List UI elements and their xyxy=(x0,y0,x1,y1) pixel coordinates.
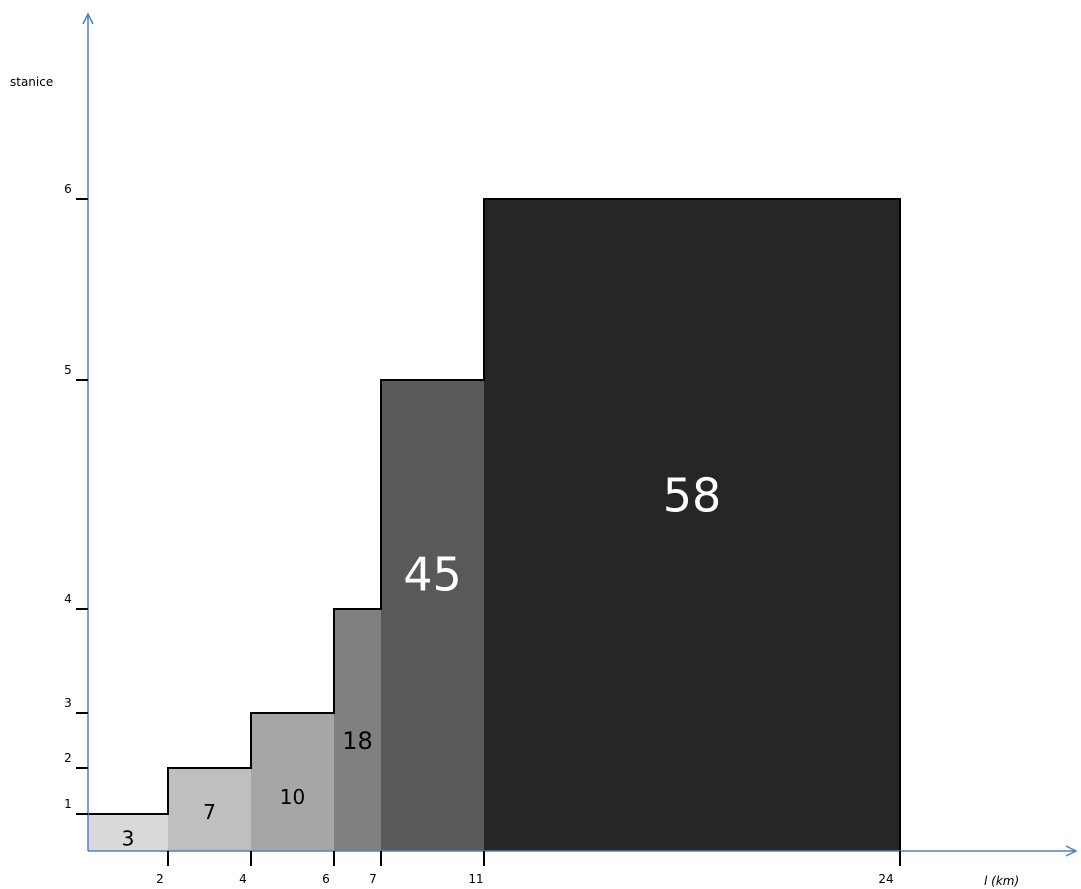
axes-layer xyxy=(82,12,1078,857)
x-axis-arrow-icon xyxy=(1065,845,1078,857)
bar-4 xyxy=(334,609,381,851)
y-tick-label-6: 6 xyxy=(64,182,72,196)
x-tick-label-6: 6 xyxy=(322,872,330,886)
bar-6 xyxy=(484,199,900,851)
x-tick-label-24: 24 xyxy=(878,872,893,886)
x-tick-label-11: 11 xyxy=(468,872,483,886)
y-tick-label-1: 1 xyxy=(64,797,72,811)
bars-layer: 3 7 10 18 45 58 xyxy=(88,199,900,851)
y-tick-label-5: 5 xyxy=(64,363,72,377)
x-axis-title: l (km) xyxy=(984,874,1019,888)
y-tick-label-2: 2 xyxy=(64,751,72,765)
y-tick-label-4: 4 xyxy=(64,592,72,606)
bar-5 xyxy=(381,380,484,851)
bar-label-6: 58 xyxy=(663,468,722,522)
bar-1 xyxy=(88,814,168,851)
y-axis-arrow-icon xyxy=(82,12,94,25)
y-axis-title: stanice xyxy=(10,75,53,89)
step-outline-layer xyxy=(88,198,901,851)
x-tick-label-7: 7 xyxy=(369,872,377,886)
bar-label-2: 7 xyxy=(203,800,216,824)
x-tick-label-2: 2 xyxy=(156,872,164,886)
x-tick-label-4: 4 xyxy=(239,872,247,886)
step-outline xyxy=(88,198,901,851)
y-tick-label-3: 3 xyxy=(64,696,72,710)
bar-label-3: 10 xyxy=(280,785,305,809)
bar-label-4: 18 xyxy=(342,727,373,755)
bar-3 xyxy=(251,713,334,851)
bar-label-1: 3 xyxy=(122,826,135,850)
bar-label-5: 45 xyxy=(403,547,462,601)
bar-2 xyxy=(168,768,251,851)
